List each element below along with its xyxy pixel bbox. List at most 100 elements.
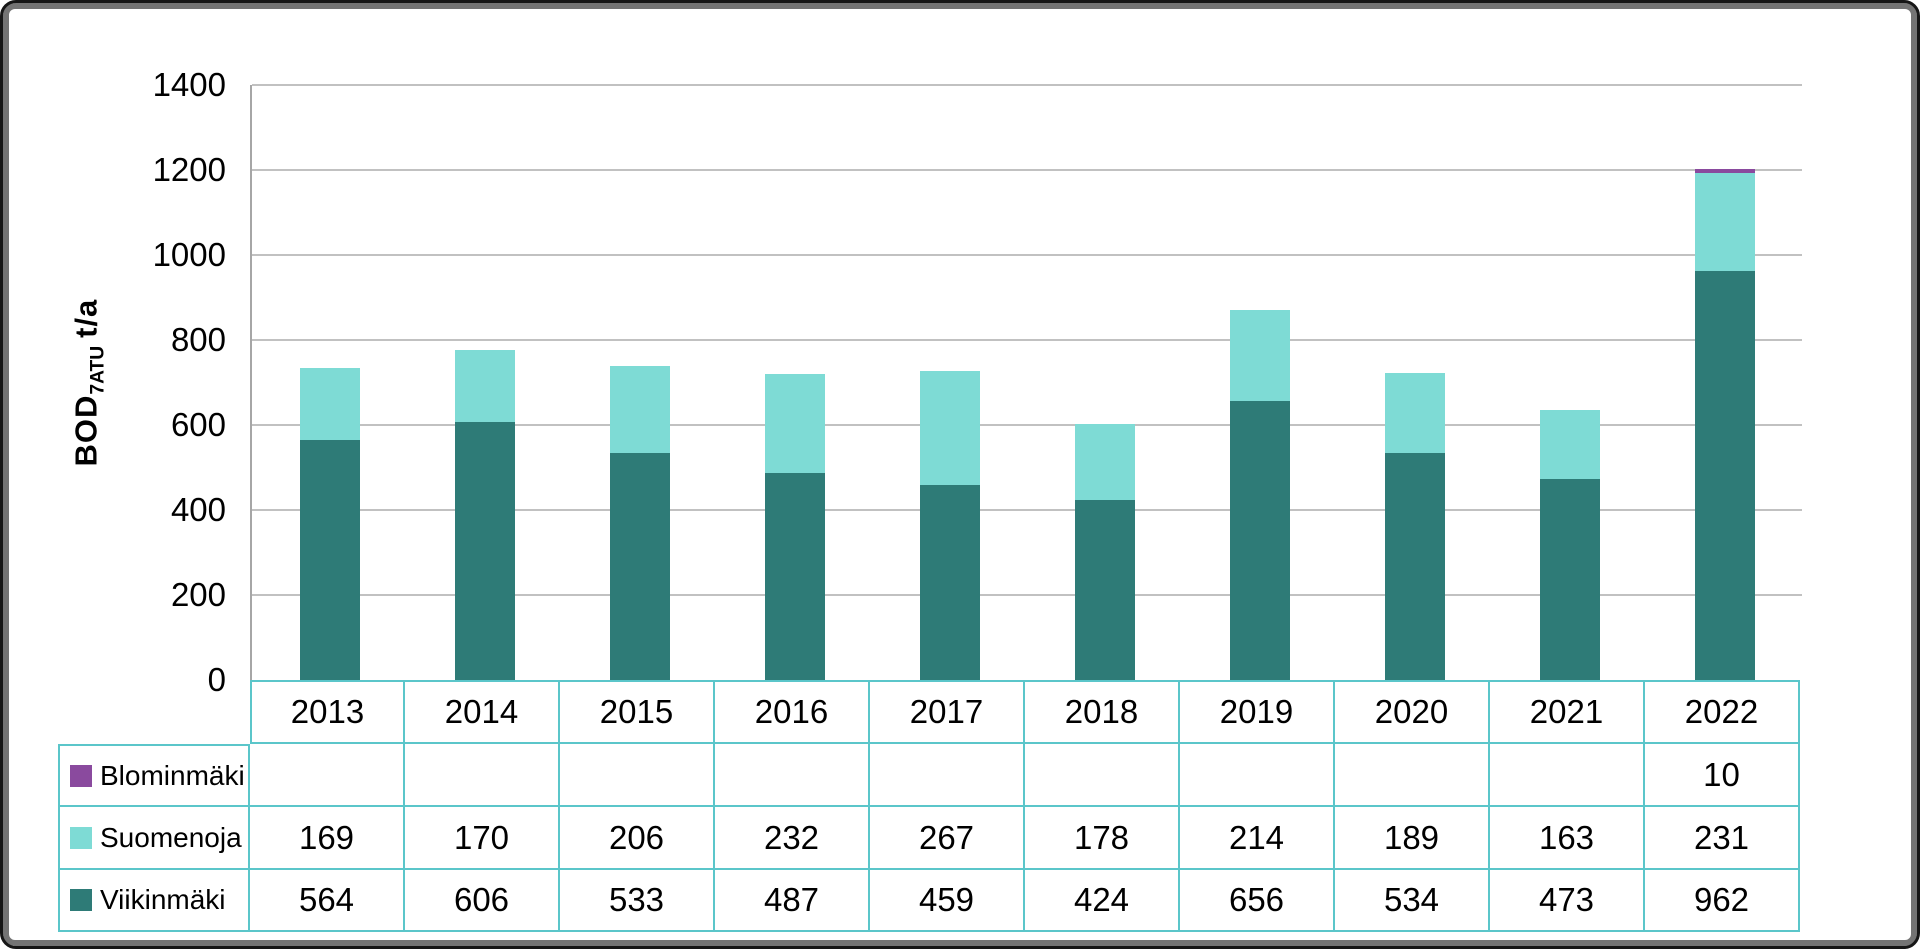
bar-segment-suomenoja-2017: [919, 371, 980, 485]
year-header-2015: 2015: [560, 680, 715, 744]
bar-segment-viikinmaki-2013: [299, 440, 360, 680]
table-value-blominmaki-2022: 10: [1645, 744, 1800, 807]
bar-segment-viikinmaki-2020: [1384, 453, 1445, 680]
bar-segment-viikinmaki-2021: [1539, 478, 1600, 680]
y-tick-label-600: 600: [170, 406, 226, 443]
bar-2020: [1384, 372, 1445, 680]
bar-segment-viikinmaki-2014: [454, 422, 515, 680]
y-axis-tick-labels: 0 200 400 600 800 1000 1200 1400: [0, 66, 226, 698]
bar-segment-suomenoja-2020: [1384, 372, 1445, 454]
bar-2019: [1229, 310, 1290, 680]
legend-swatch-suomenoja-icon: [70, 826, 92, 849]
year-header-2013: 2013: [250, 680, 405, 744]
table-value-blominmaki-2013: [250, 744, 405, 807]
bar-2013: [299, 368, 360, 680]
bar-segment-viikinmaki-2019: [1229, 401, 1290, 680]
table-value-suomenoja-2014: 170: [405, 807, 560, 870]
table-value-blominmaki-2019: [1180, 744, 1335, 807]
table-value-suomenoja-2018: 178: [1025, 807, 1180, 870]
legend-swatch-viikinmaki-icon: [70, 889, 92, 911]
y-tick-label-1000: 1000: [152, 236, 226, 273]
year-header-2017: 2017: [870, 680, 1025, 744]
table-value-blominmaki-2021: [1490, 744, 1645, 807]
bar-2015: [609, 365, 670, 680]
table-corner-spacer: [58, 680, 250, 744]
y-tick-label-1200: 1200: [152, 151, 226, 188]
bar-segment-suomenoja-2022: [1694, 172, 1755, 272]
year-header-2018: 2018: [1025, 680, 1180, 744]
table-value-suomenoja-2021: 163: [1490, 807, 1645, 870]
table-value-viikinmaki-2022: 962: [1645, 870, 1800, 932]
gridline-600: [252, 424, 1802, 426]
year-header-2020: 2020: [1335, 680, 1490, 744]
y-tick-label-800: 800: [170, 321, 226, 358]
bar-2014: [454, 350, 515, 680]
bar-segment-blominmaki-2022: [1694, 168, 1755, 173]
year-header-2014: 2014: [405, 680, 560, 744]
legend-swatch-blominmaki-icon: [70, 764, 92, 787]
table-value-viikinmaki-2015: 533: [560, 870, 715, 932]
legend-label-text: Suomenoja: [100, 821, 242, 853]
legend-label-suomenoja: Suomenoja: [58, 807, 250, 870]
year-header-2016: 2016: [715, 680, 870, 744]
bar-segment-suomenoja-2015: [609, 365, 670, 454]
bar-segment-viikinmaki-2015: [609, 453, 670, 680]
y-tick-label-0: 0: [207, 661, 226, 698]
bar-segment-viikinmaki-2018: [1074, 499, 1135, 680]
y-tick-label-1400: 1400: [152, 66, 226, 103]
gridline-800: [252, 339, 1802, 341]
bar-segment-suomenoja-2018: [1074, 424, 1135, 500]
legend-label-text: Viikinmäki: [100, 884, 226, 915]
table-value-viikinmaki-2017: 459: [870, 870, 1025, 932]
table-value-viikinmaki-2013: 564: [250, 870, 405, 932]
table-value-blominmaki-2020: [1335, 744, 1490, 807]
table-value-blominmaki-2016: [715, 744, 870, 807]
bar-2016: [764, 374, 825, 680]
bar-segment-suomenoja-2016: [764, 374, 825, 474]
table-value-viikinmaki-2020: 534: [1335, 870, 1490, 932]
table-value-blominmaki-2017: [870, 744, 1025, 807]
plot-area: [250, 84, 1802, 680]
bar-2021: [1539, 409, 1600, 680]
gridline-1400: [252, 84, 1802, 86]
y-tick-label-200: 200: [170, 576, 226, 613]
bar-segment-suomenoja-2021: [1539, 409, 1600, 479]
legend-label-text: Blominmäki: [100, 759, 245, 791]
table-value-blominmaki-2014: [405, 744, 560, 807]
legend-label-blominmaki: Blominmäki: [58, 744, 250, 807]
year-header-2021: 2021: [1490, 680, 1645, 744]
table-value-suomenoja-2017: 267: [870, 807, 1025, 870]
table-value-suomenoja-2013: 169: [250, 807, 405, 870]
year-header-2022: 2022: [1645, 680, 1800, 744]
bar-2022: [1694, 168, 1755, 680]
bar-segment-suomenoja-2013: [299, 368, 360, 441]
bar-2017: [919, 371, 980, 680]
table-value-suomenoja-2020: 189: [1335, 807, 1490, 870]
table-value-suomenoja-2019: 214: [1180, 807, 1335, 870]
gridline-400: [252, 509, 1802, 511]
bar-segment-viikinmaki-2022: [1694, 271, 1755, 680]
table-value-suomenoja-2022: 231: [1645, 807, 1800, 870]
gridline-1200: [252, 169, 1802, 171]
bar-2018: [1074, 424, 1135, 680]
bar-segment-viikinmaki-2017: [919, 484, 980, 680]
legend-label-viikinmaki: Viikinmäki: [58, 870, 250, 932]
bar-segment-suomenoja-2014: [454, 350, 515, 423]
table-value-viikinmaki-2018: 424: [1025, 870, 1180, 932]
gridline-200: [252, 594, 1802, 596]
data-table: 2013 2014 2015 2016 2017 2018 2019 2020 2021 2022…: [58, 680, 1800, 932]
table-value-blominmaki-2018: [1025, 744, 1180, 807]
year-header-2019: 2019: [1180, 680, 1335, 744]
y-tick-label-400: 400: [170, 491, 226, 528]
table-value-viikinmaki-2014: 606: [405, 870, 560, 932]
bar-segment-suomenoja-2019: [1229, 310, 1290, 402]
table-value-suomenoja-2016: 232: [715, 807, 870, 870]
gridline-1000: [252, 254, 1802, 256]
table-value-blominmaki-2015: [560, 744, 715, 807]
table-value-viikinmaki-2021: 473: [1490, 870, 1645, 932]
table-value-suomenoja-2015: 206: [560, 807, 715, 870]
bar-segment-viikinmaki-2016: [764, 473, 825, 680]
table-value-viikinmaki-2019: 656: [1180, 870, 1335, 932]
table-value-viikinmaki-2016: 487: [715, 870, 870, 932]
